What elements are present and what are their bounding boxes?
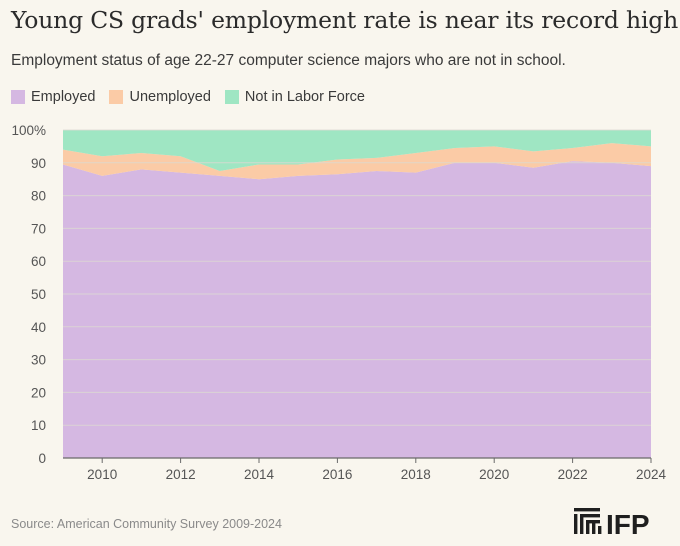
y-tick-label: 70 bbox=[31, 221, 46, 236]
area-not-in-labor-force bbox=[63, 130, 651, 171]
legend-swatch-unemployed bbox=[109, 90, 124, 104]
chart-title: Young CS grads' employment rate is near … bbox=[11, 6, 679, 34]
ifp-logo: IFP bbox=[574, 508, 650, 540]
y-tick-label: 40 bbox=[31, 320, 46, 335]
x-tick-label: 2022 bbox=[558, 467, 588, 482]
y-tick-label: 30 bbox=[31, 353, 46, 368]
legend-label-not-in-labor-force: Not in Labor Force bbox=[244, 89, 365, 105]
ifp-logo-text: IFP bbox=[606, 509, 650, 540]
x-tick-label: 2016 bbox=[322, 467, 352, 482]
x-tick-label: 2012 bbox=[166, 467, 196, 482]
gridlines bbox=[63, 129, 651, 459]
area-layers bbox=[63, 130, 651, 458]
legend-label-unemployed: Unemployed bbox=[129, 89, 211, 105]
y-tick-label: 50 bbox=[31, 287, 46, 302]
y-tick-label: 80 bbox=[31, 189, 46, 204]
x-tick-label: 2014 bbox=[244, 467, 275, 482]
area-unemployed bbox=[63, 143, 651, 180]
stacked-area-chart: 0 10 20 30 40 50 60 70 80 90 100% 2010 2012 2014 2016… bbox=[11, 123, 667, 482]
legend-swatch-not-in-labor-force bbox=[224, 90, 239, 104]
x-tick-label: 2018 bbox=[401, 467, 431, 482]
legend-item-not-in-labor-force: Not in Labor Force bbox=[224, 89, 365, 105]
chart-subtitle: Employment status of age 22-27 computer … bbox=[11, 52, 566, 69]
legend-label-employed: Employed bbox=[31, 89, 96, 105]
ifp-logo-mark bbox=[574, 508, 602, 534]
legend-swatch-employed bbox=[11, 90, 25, 104]
x-tick-label: 2010 bbox=[87, 467, 117, 482]
area-employed bbox=[63, 161, 651, 458]
y-tick-label: 90 bbox=[31, 156, 46, 171]
y-tick-label: 20 bbox=[31, 385, 46, 400]
legend: Employed Unemployed Not in Labor Force bbox=[11, 89, 379, 105]
y-tick-label: 10 bbox=[31, 418, 46, 433]
source-note: Source: American Community Survey 2009-2… bbox=[11, 517, 282, 531]
x-tick-label: 2024 bbox=[636, 467, 667, 482]
y-tick-label: 60 bbox=[31, 254, 46, 269]
x-tick-label: 2020 bbox=[479, 467, 509, 482]
x-axis-ticks: 2010 2012 2014 2016 2018 2020 2022 2024 bbox=[87, 458, 667, 482]
y-axis-ticks: 0 10 20 30 40 50 60 70 80 90 100% bbox=[11, 123, 46, 466]
y-tick-label: 0 bbox=[38, 451, 46, 466]
legend-item-unemployed: Unemployed bbox=[109, 89, 211, 105]
y-tick-label: 100% bbox=[11, 123, 46, 138]
legend-item-employed: Employed bbox=[11, 89, 95, 105]
